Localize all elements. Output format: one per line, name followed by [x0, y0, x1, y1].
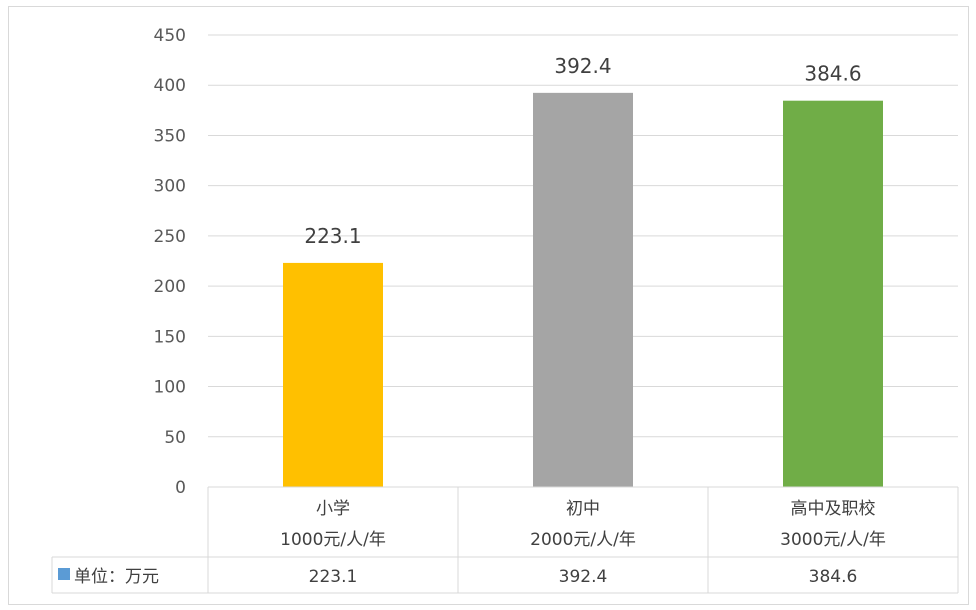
y-tick-label-400: 400	[154, 76, 186, 96]
category-label-3: 高中及职校	[791, 499, 876, 519]
y-tick-label-200: 200	[154, 277, 186, 297]
data-labels: 223.1 392.4 384.6	[304, 54, 861, 248]
y-tick-label-250: 250	[154, 227, 186, 247]
y-tick-label-150: 150	[154, 327, 186, 347]
table-value-1: 223.1	[309, 567, 358, 587]
y-tick-label-0: 0	[175, 478, 186, 498]
data-label-3: 384.6	[804, 62, 861, 86]
category-note-1: 1000元/人/年	[280, 530, 386, 550]
y-axis-ticks: 0 50 100 150 200 250 300 350 400 450	[154, 26, 186, 498]
bars	[283, 92, 883, 487]
category-label-1: 小学	[316, 499, 350, 519]
bar-2	[533, 92, 633, 487]
legend-key-label: 单位：万元	[74, 567, 159, 587]
table-value-2: 392.4	[559, 567, 608, 587]
y-tick-label-100: 100	[154, 378, 186, 398]
data-table: 小学 1000元/人/年 223.1 初中 2000元/人/年 392.4 高中及职校 300…	[51, 486, 959, 594]
y-tick-label-50: 50	[164, 428, 186, 448]
bar-3	[783, 100, 883, 487]
bar-1	[283, 262, 383, 487]
data-label-1: 223.1	[304, 224, 361, 248]
category-label-2: 初中	[566, 499, 600, 519]
legend-key-swatch	[58, 568, 70, 580]
category-note-2: 2000元/人/年	[530, 530, 636, 550]
table-value-3: 384.6	[809, 567, 858, 587]
y-tick-label-450: 450	[154, 26, 186, 46]
y-tick-label-300: 300	[154, 177, 186, 197]
category-note-3: 3000元/人/年	[780, 530, 886, 550]
y-tick-label-350: 350	[154, 126, 186, 146]
data-label-2: 392.4	[554, 54, 611, 78]
